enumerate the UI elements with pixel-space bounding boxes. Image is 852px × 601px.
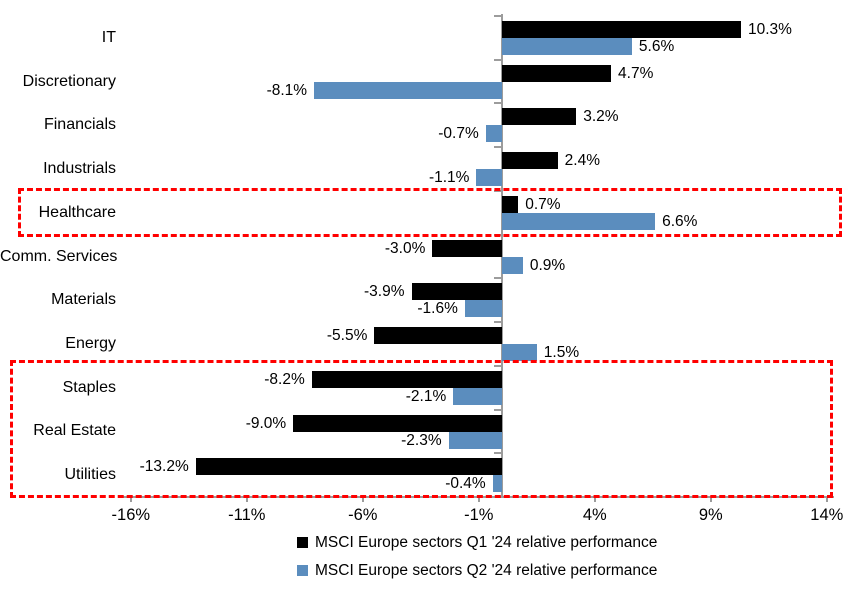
data-label: 1.5% <box>543 344 580 362</box>
data-label: -0.7% <box>438 125 479 143</box>
bar-q1 <box>311 370 502 388</box>
row-tick-mark <box>494 408 502 411</box>
data-label: 10.3% <box>747 21 792 38</box>
bar-q1 <box>502 64 612 82</box>
category-label: Staples <box>62 378 116 396</box>
x-tick-mark <box>361 496 364 503</box>
legend-label-q1: MSCI Europe sectors Q1 '24 relative perf… <box>315 534 658 551</box>
bar-q2 <box>485 125 502 143</box>
bar-q1 <box>502 195 519 213</box>
row-tick-mark <box>494 452 502 455</box>
bar-q2 <box>502 212 656 230</box>
x-tick-mark <box>129 496 132 503</box>
category-label: Industrials <box>43 160 116 178</box>
data-label: -3.0% <box>384 239 426 257</box>
data-label: -9.0% <box>245 414 287 432</box>
row-tick-mark <box>494 189 502 192</box>
legend-item-q1: MSCI Europe sectors Q1 '24 relative perf… <box>297 533 657 552</box>
legend-swatch-q2 <box>297 565 308 576</box>
data-label: -2.3% <box>401 431 442 449</box>
x-tick-label: 4% <box>582 506 607 525</box>
category-label: Utilities <box>64 466 116 484</box>
category-label: Materials <box>51 291 116 309</box>
x-tick-mark <box>477 496 480 503</box>
data-label: -0.4% <box>445 475 486 493</box>
bar-q1 <box>293 414 502 432</box>
data-label: 5.6% <box>638 38 675 55</box>
data-label: 6.6% <box>662 212 698 230</box>
x-tick-mark <box>245 496 248 503</box>
bar-q2 <box>502 38 632 55</box>
bar-q1 <box>432 239 502 257</box>
data-label: -1.6% <box>417 300 458 318</box>
category-label: Discretionary <box>22 72 116 90</box>
data-label: 2.4% <box>564 152 601 170</box>
category-label: Comm. Services <box>0 247 118 265</box>
x-tick-label: -11% <box>228 506 266 525</box>
data-label: 3.2% <box>583 108 619 126</box>
category-label: Financials <box>43 116 116 134</box>
bar-q2 <box>464 300 502 318</box>
data-label: 0.9% <box>529 256 566 274</box>
row-tick-mark <box>494 364 502 367</box>
bar-q2 <box>448 431 502 449</box>
row-tick-mark <box>494 277 502 280</box>
data-label: -13.2% <box>139 458 189 476</box>
data-label: -8.1% <box>266 81 308 99</box>
legend-label-q2: MSCI Europe sectors Q2 '24 relative perf… <box>315 562 658 579</box>
row-tick-mark <box>494 146 502 149</box>
bar-q2 <box>502 256 523 274</box>
legend: MSCI Europe sectors Q1 '24 relative perf… <box>297 533 657 580</box>
row-tick-mark <box>494 102 502 105</box>
data-label: 4.7% <box>618 64 654 82</box>
bar-q1 <box>502 108 577 126</box>
bar-q1 <box>195 458 502 476</box>
bar-q1 <box>374 327 502 345</box>
category-label: Energy <box>65 334 116 352</box>
x-tick-label: 9% <box>698 506 723 525</box>
data-label: -3.9% <box>364 283 405 301</box>
data-label: -5.5% <box>326 327 368 345</box>
x-tick-label: -1% <box>464 506 494 525</box>
category-label: Real Estate <box>33 422 116 440</box>
data-label: -1.1% <box>428 169 470 187</box>
row-tick-mark <box>494 15 502 17</box>
data-label: -8.2% <box>264 370 305 388</box>
highlight-box <box>18 187 842 237</box>
legend-item-q2: MSCI Europe sectors Q2 '24 relative perf… <box>297 561 657 580</box>
data-label: -2.1% <box>405 387 447 405</box>
bar-q1 <box>411 283 502 301</box>
bar-q1 <box>502 152 558 170</box>
value-axis-line <box>501 14 503 498</box>
bar-q2 <box>492 475 502 493</box>
x-tick-label: -6% <box>348 506 378 525</box>
x-tick-mark <box>709 496 712 503</box>
legend-swatch-q1 <box>297 537 308 548</box>
category-label: IT <box>101 28 116 46</box>
bar-q2 <box>476 169 502 187</box>
data-label: 0.7% <box>525 195 561 213</box>
x-tick-mark <box>593 496 596 503</box>
bar-q2 <box>502 344 537 362</box>
x-tick-label: 14% <box>810 506 844 525</box>
x-tick-mark <box>825 496 828 503</box>
row-tick-mark <box>494 58 502 61</box>
category-label: Healthcare <box>38 203 116 221</box>
bar-q2 <box>453 387 502 405</box>
highlight-box <box>10 359 833 499</box>
x-tick-label: -16% <box>111 506 151 525</box>
bar-q2 <box>314 81 502 99</box>
row-tick-mark <box>494 321 502 324</box>
bar-q1 <box>502 21 741 38</box>
